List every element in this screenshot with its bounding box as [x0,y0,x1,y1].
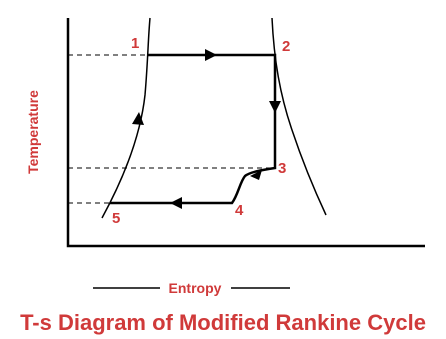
y-axis-label: Temperature [25,90,41,174]
point-label: 3 [278,160,286,177]
guide-lines [68,54,275,204]
point-label: 1 [131,35,139,52]
arrow-3-4 [250,170,262,180]
vapor-line [271,17,327,216]
point-label: 4 [235,202,244,219]
axes [66,18,425,248]
arrow-right [205,49,217,61]
point-label: 2 [282,38,290,55]
x-axis-label: Entropy [169,280,222,296]
liquid-line [101,17,151,219]
title: T-s Diagram of Modified Rankine Cycle [20,310,426,335]
arrow-up [132,112,144,125]
arrow-left [170,197,182,209]
arrow-down [269,101,281,113]
point-label: 5 [112,210,120,227]
cycle-path [110,53,277,205]
